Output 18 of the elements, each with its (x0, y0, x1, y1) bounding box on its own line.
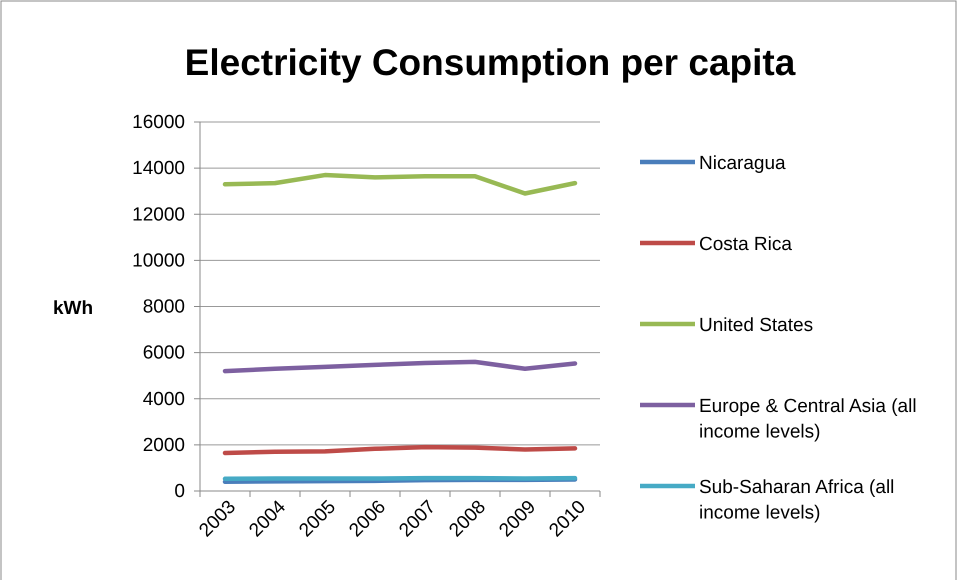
y-tick-label: 4000 (142, 388, 185, 410)
y-tick-label: 16000 (132, 112, 185, 134)
line-series (222, 360, 578, 374)
y-tick-label: 14000 (132, 158, 185, 180)
y-tick-label: 10000 (132, 250, 185, 272)
y-tick-label: 0 (174, 481, 185, 502)
legend-label: United States (699, 315, 814, 336)
line-series (222, 172, 578, 196)
y-tick-label: 6000 (142, 342, 185, 364)
legend-label: Nicaragua (699, 153, 786, 174)
legend-label: Sub-Saharan Africa (all income levels) (699, 477, 894, 524)
legend-label: Costa Rica (699, 234, 792, 255)
y-tick-label: 8000 (142, 296, 185, 318)
y-tick-label: 2000 (142, 434, 185, 456)
chart-title: Electricity Consumption per capita (184, 42, 796, 83)
y-tick-label: 12000 (132, 204, 185, 226)
legend-label: Europe & Central Asia (all income levels) (699, 396, 917, 443)
y-axis-title: kWh (52, 298, 94, 319)
